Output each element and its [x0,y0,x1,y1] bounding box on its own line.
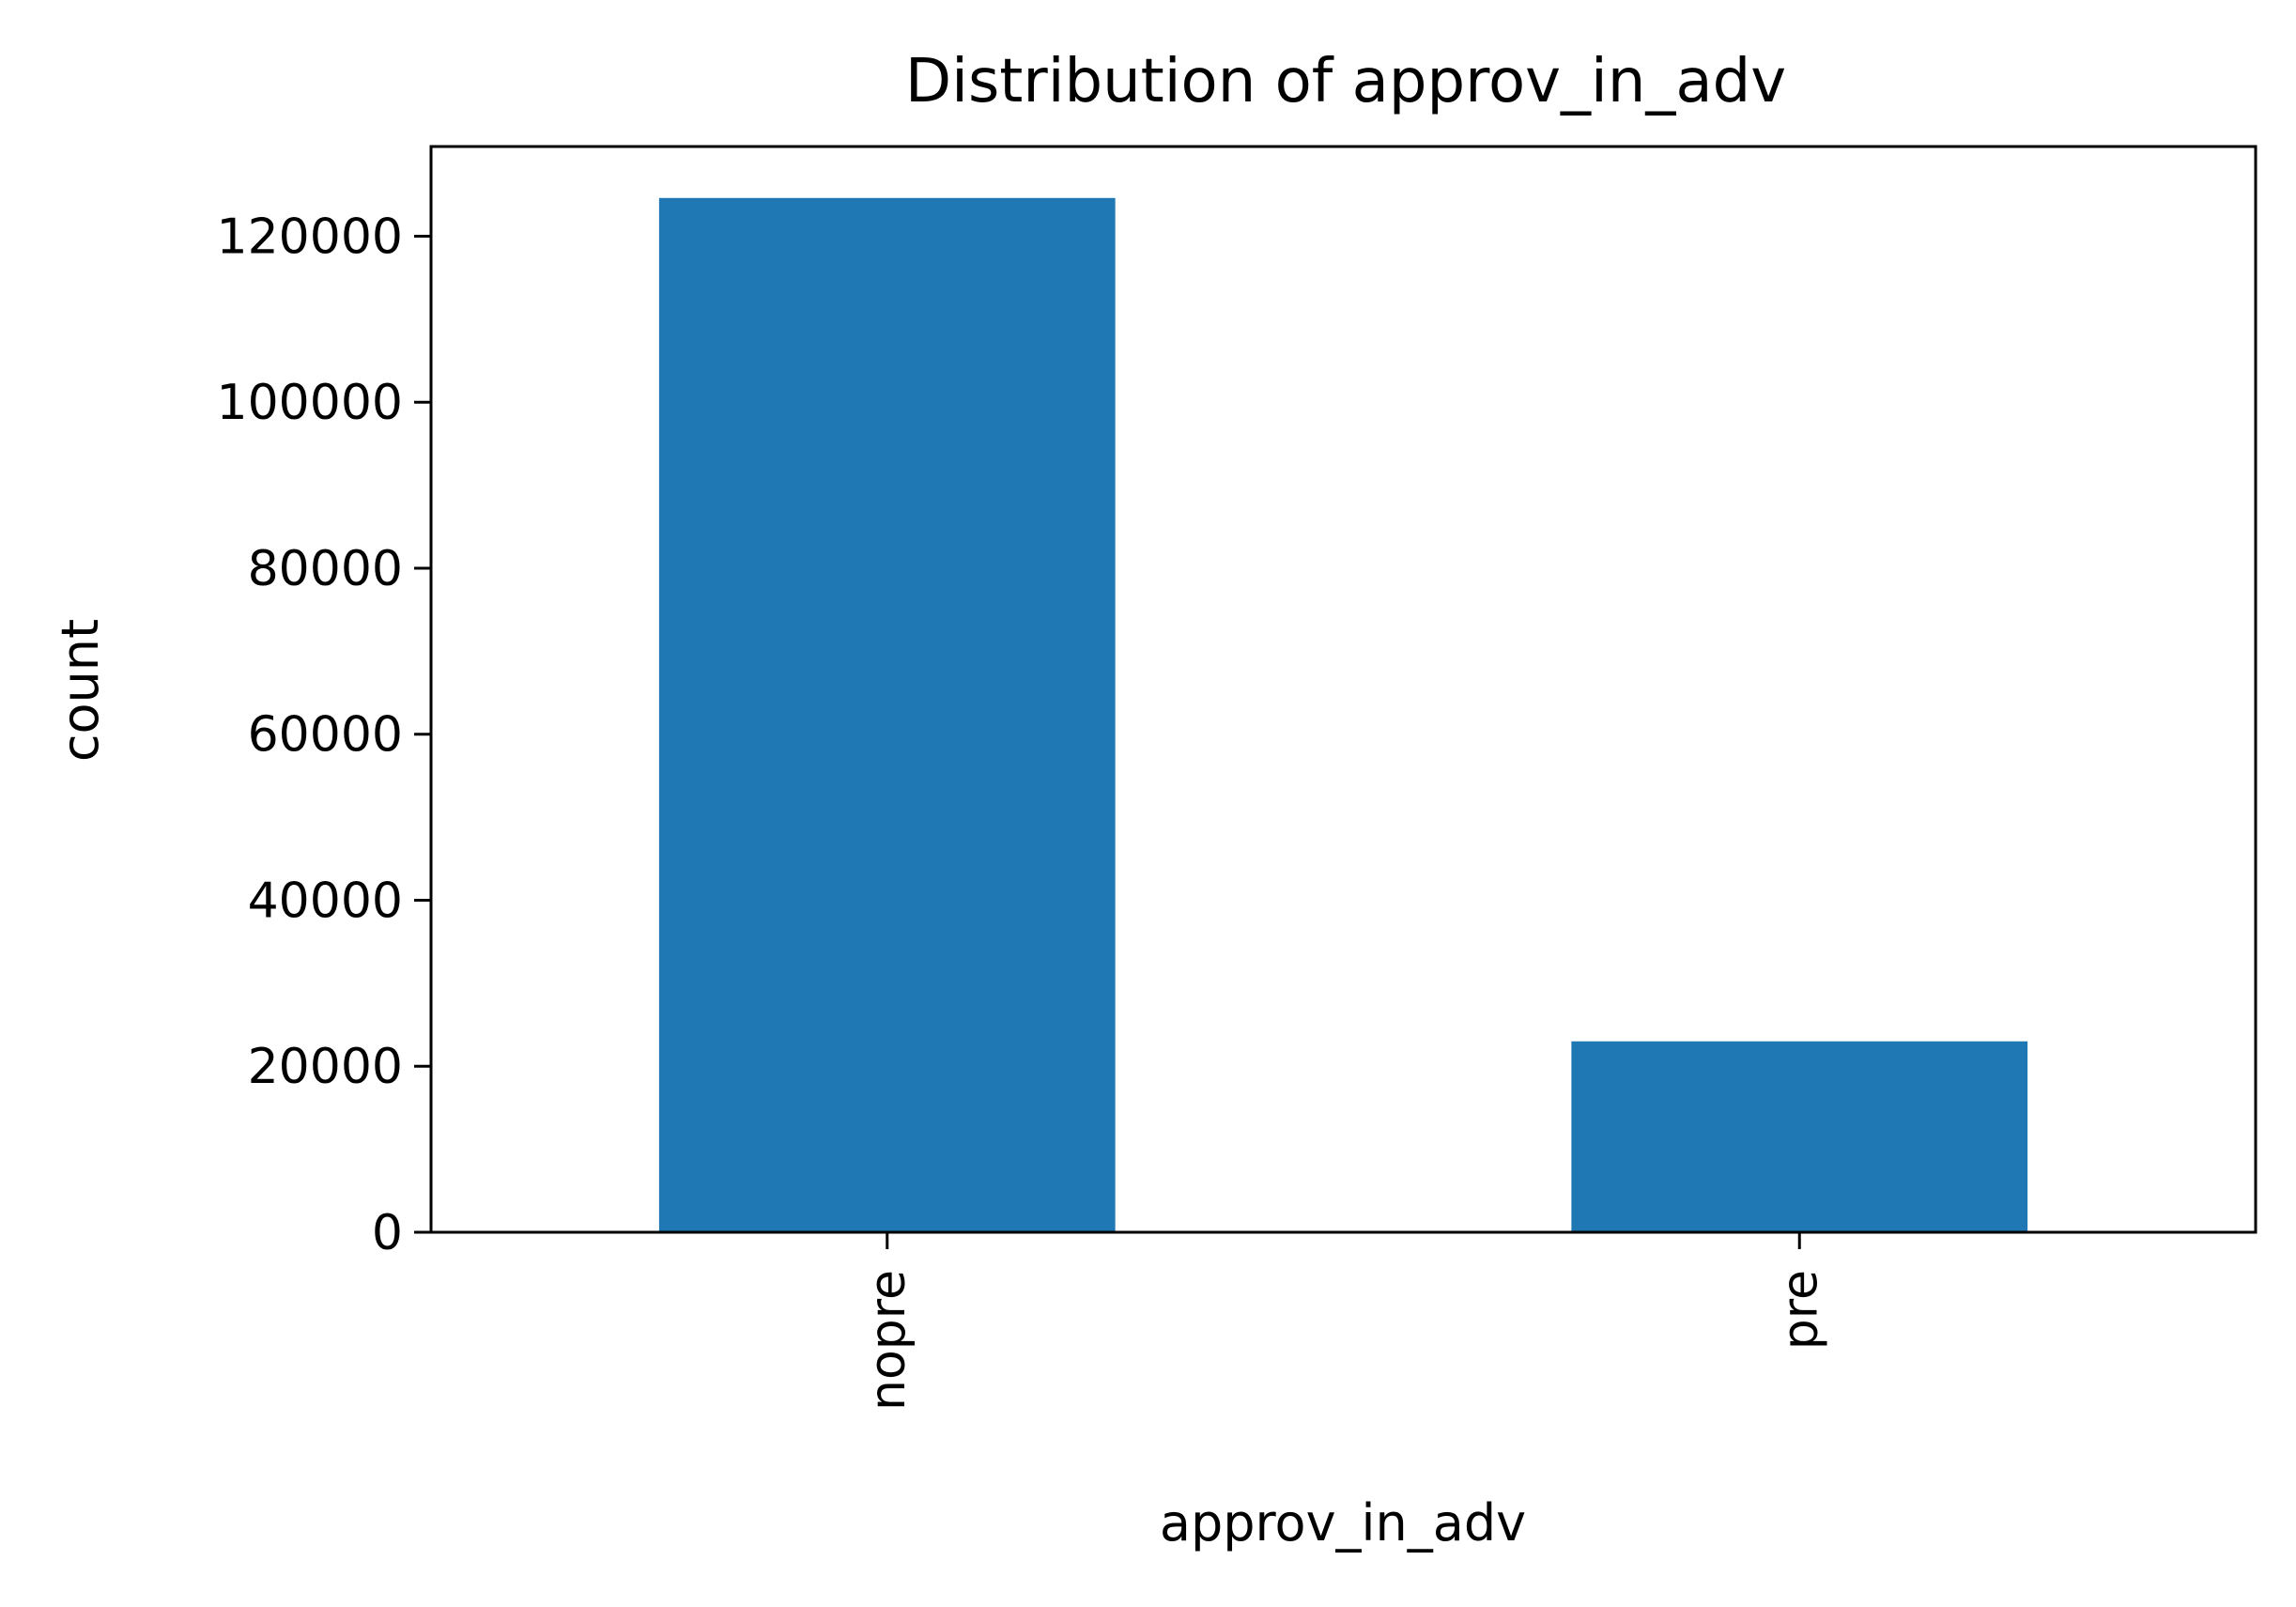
x-axis: nopre pre [860,1232,1828,1411]
x-axis-label: approv_in_adv [1160,1493,1526,1553]
bar-pre [1571,1041,2028,1232]
y-tick-label: 60000 [248,707,403,764]
y-tick-label: 120000 [216,209,403,265]
plot-area-frame [429,145,2257,1234]
bars-layer [658,197,2028,1232]
y-axis-label: count [51,619,110,762]
x-tick-label: pre [1772,1270,1828,1350]
y-axis: 0 20000 40000 60000 80000 100000 120000 [216,209,431,1261]
x-tick-label: nopre [860,1270,917,1411]
chart-title: Distribution of approv_in_adv [905,47,1786,116]
y-tick-label: 100000 [216,375,403,431]
y-tick-label: 40000 [248,873,403,929]
y-tick-label: 20000 [248,1039,403,1095]
y-tick-label: 0 [372,1205,403,1261]
bar-nopre [658,197,1116,1232]
y-tick-label: 80000 [248,541,403,597]
